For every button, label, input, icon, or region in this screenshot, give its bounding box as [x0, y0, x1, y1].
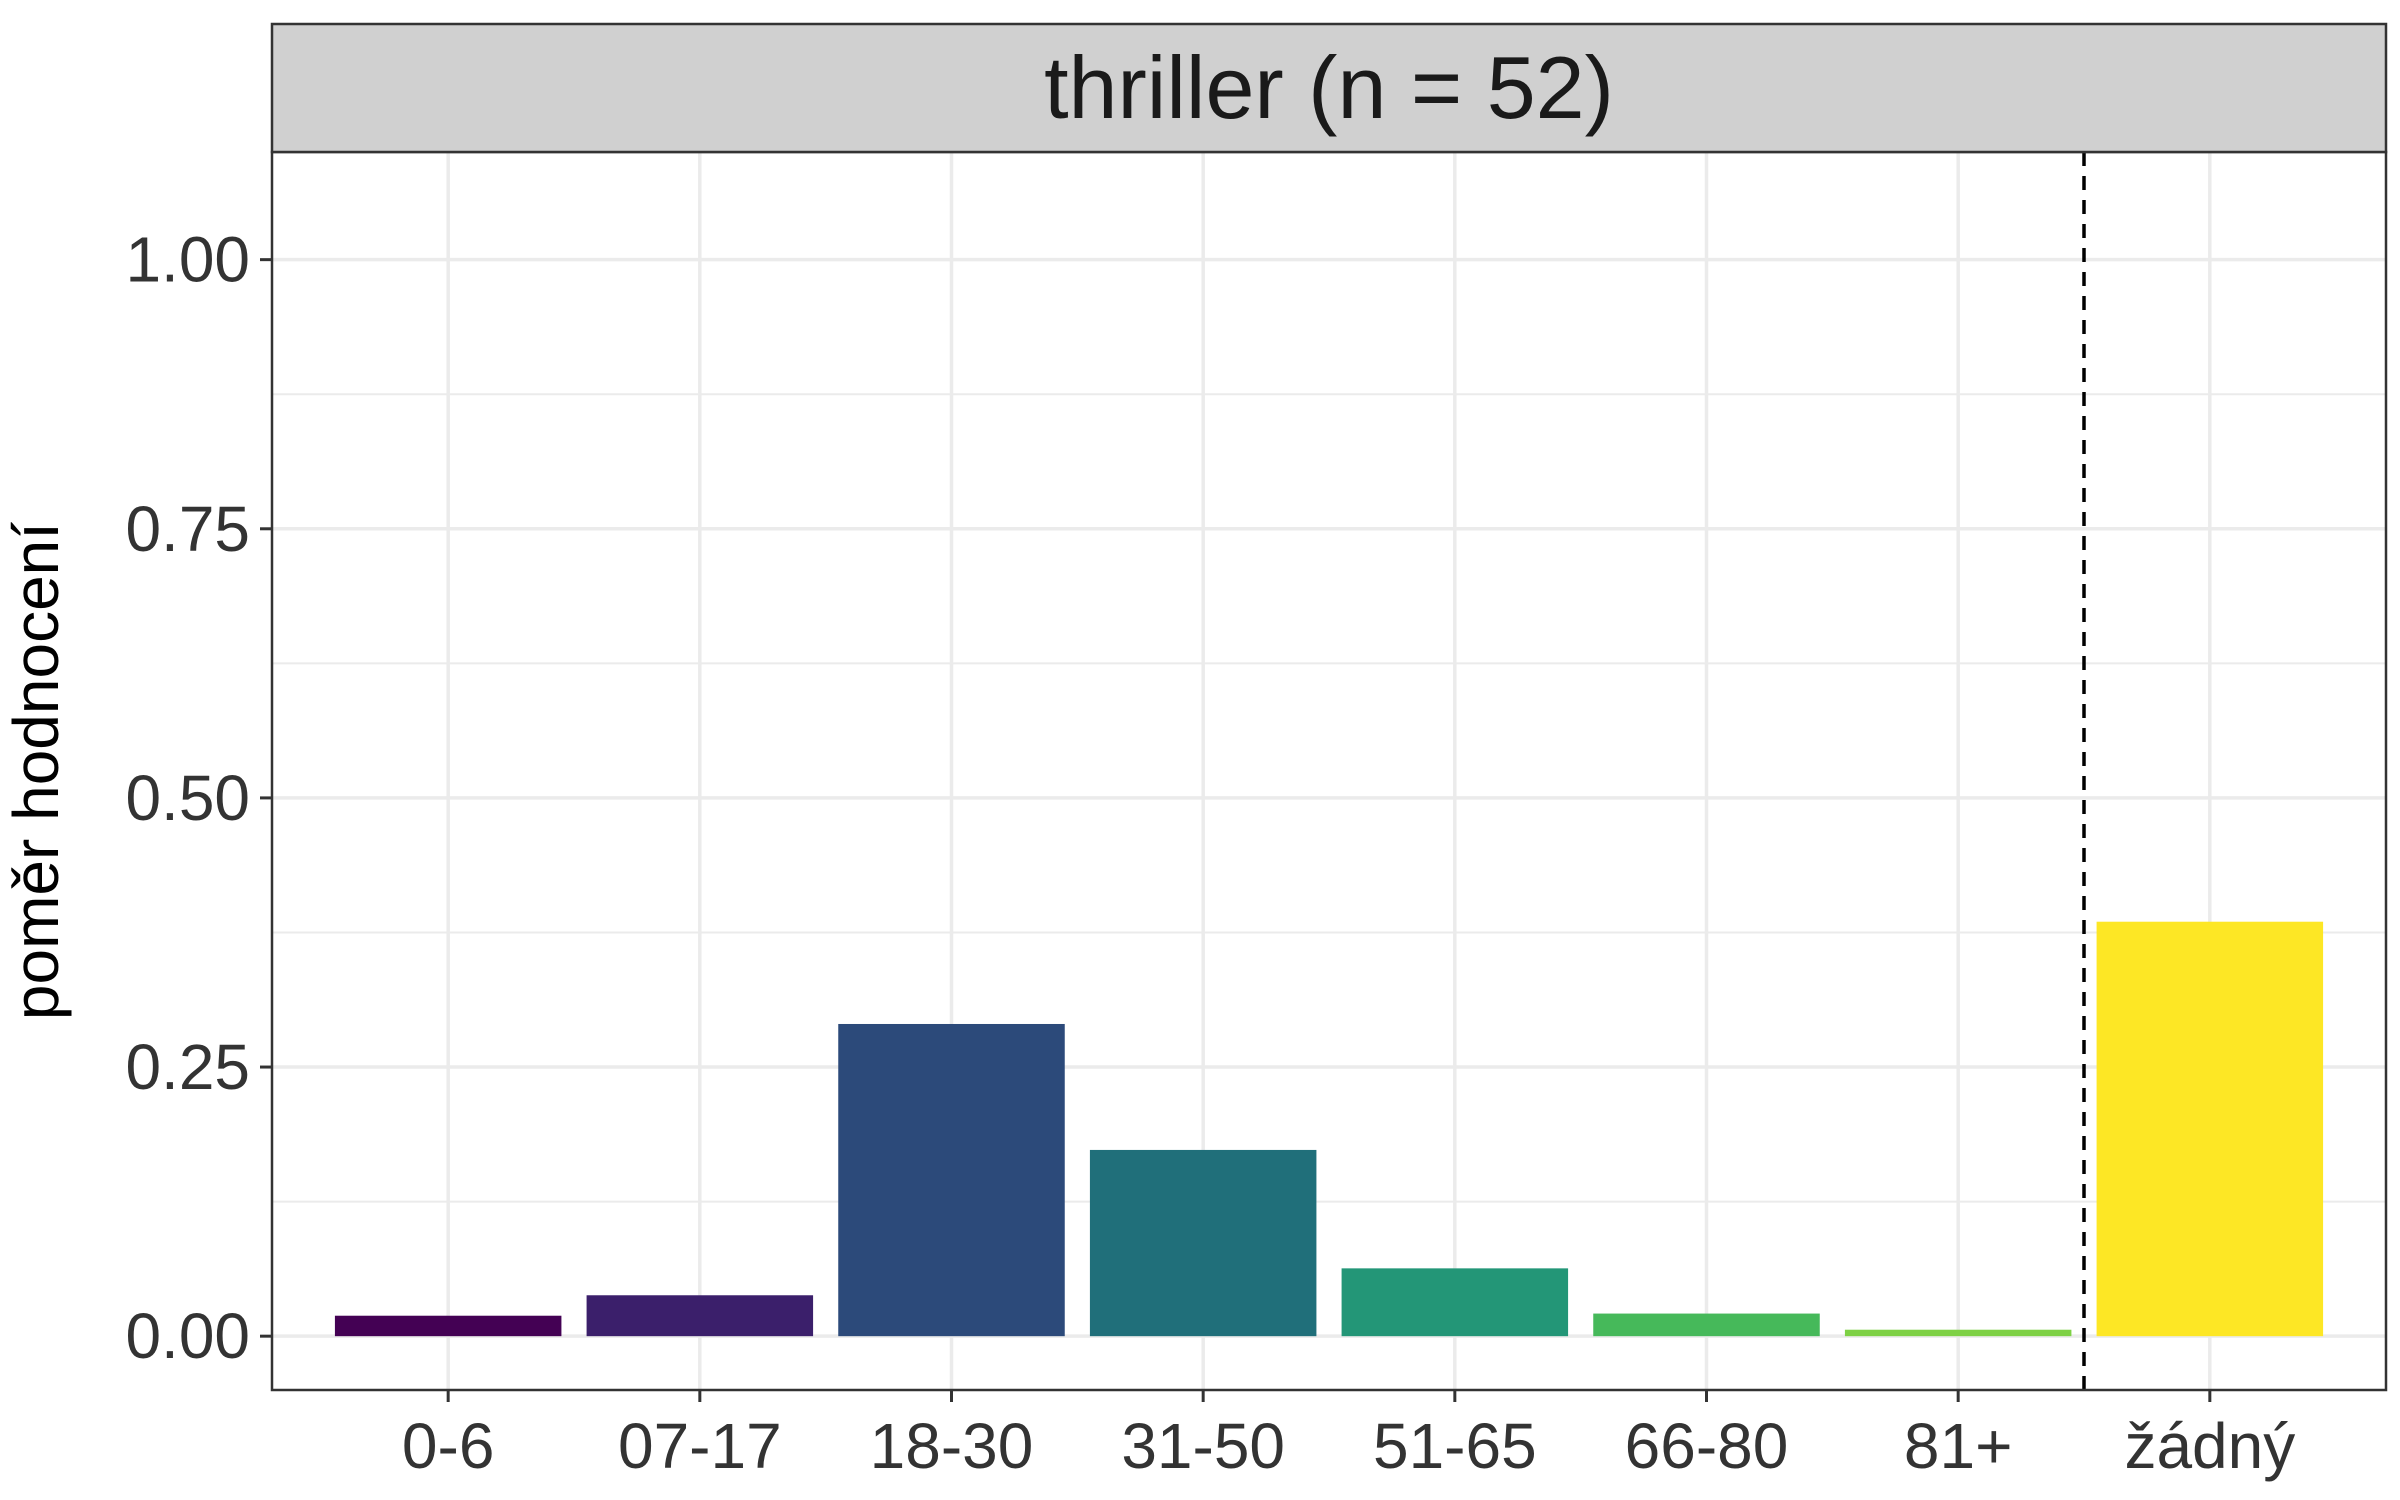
facet-title: thriller (n = 52): [1044, 38, 1614, 137]
bar-66-80: [1593, 1313, 1820, 1337]
facet-strip: thriller (n = 52): [270, 22, 2388, 154]
y-tick-label: 0.50: [125, 762, 250, 834]
y-tick-label: 0.25: [125, 1031, 250, 1103]
x-tick-label: 66-80: [1625, 1410, 1789, 1482]
x-tick-label: 0-6: [402, 1410, 495, 1482]
x-tick-label: 18-30: [870, 1410, 1034, 1482]
x-axis: 0-6 07-17 18-30 31-50 51-65 66-80 81+ žádný: [402, 1390, 2295, 1482]
bars-layer: [334, 921, 2324, 1337]
bar-07-17: [586, 1295, 814, 1337]
x-tick-label: 81+: [1904, 1410, 2013, 1482]
grid-layer: [272, 152, 2386, 1390]
y-axis-title: poměr hodnocení: [0, 522, 72, 1020]
facet-strip-background: [270, 22, 2388, 154]
bar-žádný: [2096, 921, 2324, 1337]
bar-18-30: [838, 1023, 1065, 1337]
bar-31-50: [1089, 1149, 1317, 1337]
y-tick-label: 0.75: [125, 493, 250, 565]
x-tick-label: 07-17: [618, 1410, 782, 1482]
bar-51-65: [1341, 1268, 1569, 1337]
bar-81+: [1844, 1329, 2072, 1337]
x-tick-label: žádný: [2124, 1410, 2295, 1482]
panel-background: [272, 152, 2386, 1390]
y-tick-label: 1.00: [125, 224, 250, 296]
y-axis: 0.00 0.25 0.50 0.75 1.00: [125, 224, 272, 1372]
y-tick-label: 0.00: [125, 1300, 250, 1372]
x-tick-label: 31-50: [1121, 1410, 1285, 1482]
bar-0-6: [334, 1315, 562, 1337]
x-tick-label: 51-65: [1373, 1410, 1537, 1482]
